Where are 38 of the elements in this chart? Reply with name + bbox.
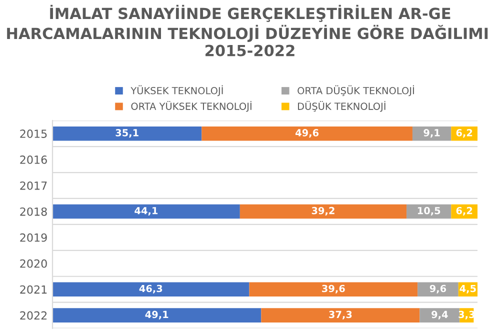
data-label: 6,2	[456, 206, 472, 216]
data-label: 44,1	[134, 207, 158, 216]
data-label: 37,3	[329, 310, 352, 320]
y-tick-label: 2019	[20, 233, 47, 242]
bar	[418, 282, 458, 296]
legend-label: ORTA YÜKSEK TEKNOLOJİ	[131, 100, 252, 112]
bar	[249, 282, 418, 296]
y-tick-label: 2017	[20, 181, 47, 190]
data-label: 9,4	[432, 310, 448, 320]
y-tick-label: 2018	[20, 207, 47, 216]
bar	[52, 282, 250, 296]
legend-label: DÜŞÜK TEKNOLOJİ	[298, 100, 386, 112]
data-label: 4,5	[460, 284, 476, 294]
data-label: 49,6	[296, 129, 319, 138]
data-label: 46,3	[139, 284, 162, 294]
bar	[261, 308, 420, 322]
legend-label: YÜKSEK TEKNOLOJİ	[130, 85, 223, 96]
y-tick-label: 2021	[20, 285, 47, 294]
y-tick-label: 2020	[20, 259, 47, 268]
data-label: 35,1	[116, 129, 138, 138]
bar	[52, 204, 240, 219]
legend-label: ORTA DÜŞÜK TEKNOLOJİ	[298, 85, 414, 96]
data-label: 6,2	[456, 129, 472, 138]
bar	[52, 126, 202, 141]
bar	[52, 308, 262, 322]
bar	[420, 308, 460, 322]
y-tick-label: 2015	[20, 130, 47, 138]
data-label: 9,6	[430, 284, 446, 294]
bar	[240, 204, 407, 219]
data-label: 10,5	[418, 206, 440, 216]
bar	[202, 126, 412, 141]
data-label: 49,1	[145, 310, 168, 320]
data-label: 39,2	[312, 206, 334, 216]
y-tick-label: 2022	[20, 311, 47, 320]
y-tick-label: 2016	[20, 156, 47, 164]
data-label: 9,1	[424, 129, 440, 138]
chart-title: İMALAT SANAYİİNDE GERÇEKLEŞTİRİLEN AR-GE HARCAMALARININ TEKNOLOJİ DÜZEYİNE GÖRE DAĞILIMI 2015-2022	[7, 4, 488, 56]
data-label: 39,6	[322, 284, 345, 294]
